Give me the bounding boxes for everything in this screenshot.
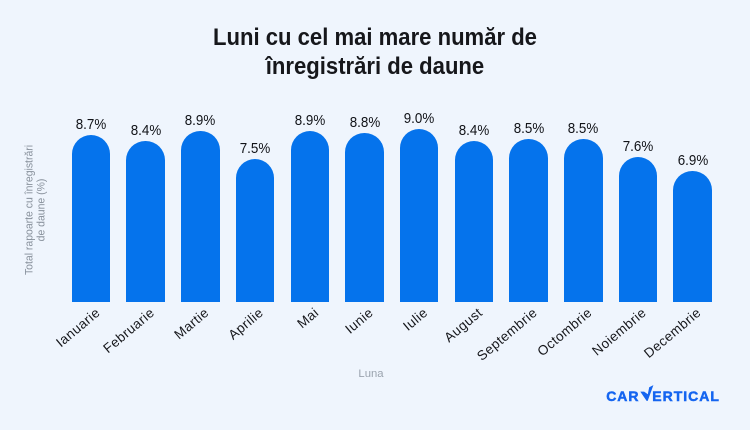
svg-text:ERTICAL: ERTICAL [652,387,720,402]
svg-text:CAR: CAR [606,387,639,402]
